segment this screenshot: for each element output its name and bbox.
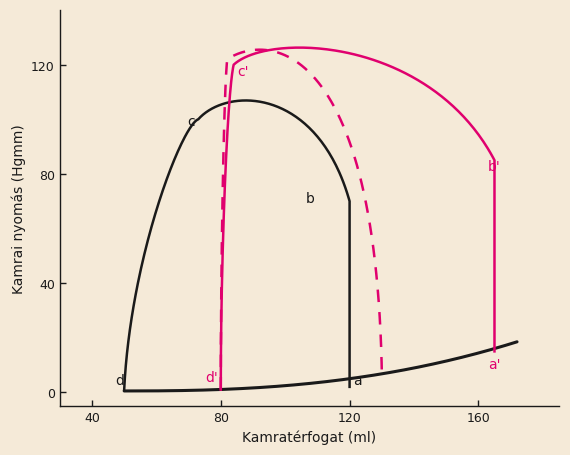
Text: d: d <box>115 373 124 387</box>
Text: b: b <box>306 192 314 206</box>
Text: b': b' <box>488 159 501 173</box>
X-axis label: Kamratérfogat (ml): Kamratérfogat (ml) <box>242 430 376 444</box>
Text: c': c' <box>237 65 249 79</box>
Text: c: c <box>188 114 195 128</box>
Text: a': a' <box>488 357 500 371</box>
Text: a: a <box>353 373 361 387</box>
Text: d': d' <box>205 371 218 384</box>
Y-axis label: Kamrai nyomás (Hgmm): Kamrai nyomás (Hgmm) <box>11 124 26 293</box>
